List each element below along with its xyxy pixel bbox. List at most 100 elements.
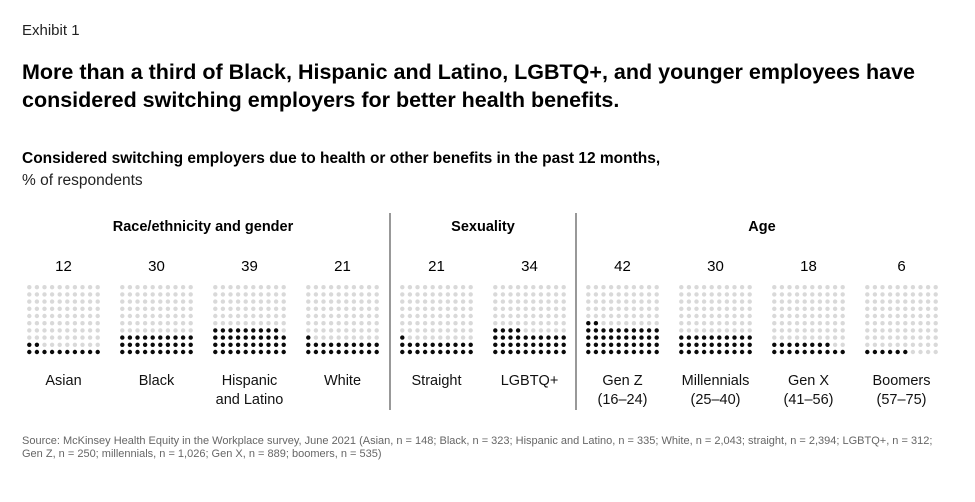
dot-empty [328,306,334,311]
dot-empty [281,285,286,290]
dot-filled [415,349,420,355]
dot-empty [880,292,885,297]
dot-empty [306,292,311,297]
dot-empty [468,328,473,333]
dot-empty [150,313,155,319]
dot-filled [616,328,621,333]
category-label: Boomers [872,373,930,389]
dot-empty [832,321,838,326]
dot-empty [251,285,256,290]
dot-filled [351,342,357,347]
dot-filled [188,335,193,340]
dot-empty [739,299,745,304]
dot-empty [739,285,745,290]
category-label: Straight [412,373,462,389]
dot-filled [173,342,178,347]
dot-empty [546,285,551,290]
dot-filled [251,342,256,347]
dot-filled [880,349,885,355]
dot-empty [400,285,405,290]
dot-empty [639,285,644,290]
dot-empty [794,306,800,311]
dot-empty [739,321,745,326]
dot-empty [523,313,528,319]
dot-empty [586,292,591,297]
dot-empty [328,335,334,340]
dot-filled [593,335,599,340]
dot-empty [686,299,692,304]
dot-filled [639,328,644,333]
dot-empty [235,313,241,319]
dot-empty [709,313,714,319]
dot-empty [158,321,163,326]
dot-filled [460,342,466,347]
dot-filled [717,342,722,347]
dot-empty [787,335,792,340]
dot-filled [779,342,785,347]
dot-empty [87,335,93,340]
dot-filled [616,342,621,347]
dot-empty [142,285,148,290]
dot-empty [493,299,498,304]
dot-empty [616,306,621,311]
dot-empty [243,321,248,326]
dot-empty [553,313,559,319]
dot-empty [717,328,722,333]
dot-empty [747,292,752,297]
dot-empty [872,321,878,326]
dot-empty [895,313,900,319]
dot-filled [639,349,644,355]
dot-filled [546,349,551,355]
dot-empty [407,313,413,319]
dot-empty [313,306,319,311]
dot-empty [624,321,629,326]
dot-empty [430,292,435,297]
dot-empty [933,306,938,311]
dot-empty [918,349,923,355]
dot-empty [127,292,133,297]
dot-empty [306,299,311,304]
dot-filled [523,335,528,340]
dot-empty [779,328,785,333]
dot-empty [266,321,271,326]
dot-empty [80,306,85,311]
dot-empty [87,285,93,290]
dot-empty [624,285,629,290]
dot-filled [508,342,513,347]
dot-empty [747,306,752,311]
dot-filled [120,342,125,347]
dot-empty [601,285,606,290]
dot-empty [336,299,341,304]
dot-empty [832,335,838,340]
dot-empty [273,285,279,290]
dot-empty [910,328,916,333]
dot-empty [445,306,451,311]
dot-empty [787,328,792,333]
dot-filled [739,342,745,347]
dot-empty [910,342,916,347]
dot-empty [180,321,186,326]
dot-filled [150,335,155,340]
dot-empty [80,285,85,290]
dot-filled [165,349,171,355]
dot-empty [679,285,684,290]
dot-empty [779,313,785,319]
dot-empty [887,328,893,333]
dot-filled [344,349,349,355]
dot-empty [80,328,85,333]
dot-empty [281,321,286,326]
dot-empty [500,321,506,326]
dot-empty [42,313,47,319]
dot-empty [810,306,815,311]
dot-empty [631,321,637,326]
dot-empty [266,292,271,297]
dot-filled [515,342,521,347]
dot-empty [686,313,692,319]
dot-empty [213,292,218,297]
dot-empty [173,321,178,326]
dot-empty [180,299,186,304]
dot-filled [639,335,644,340]
dot-filled [840,349,845,355]
dot-empty [407,335,413,340]
dot-empty [872,292,878,297]
